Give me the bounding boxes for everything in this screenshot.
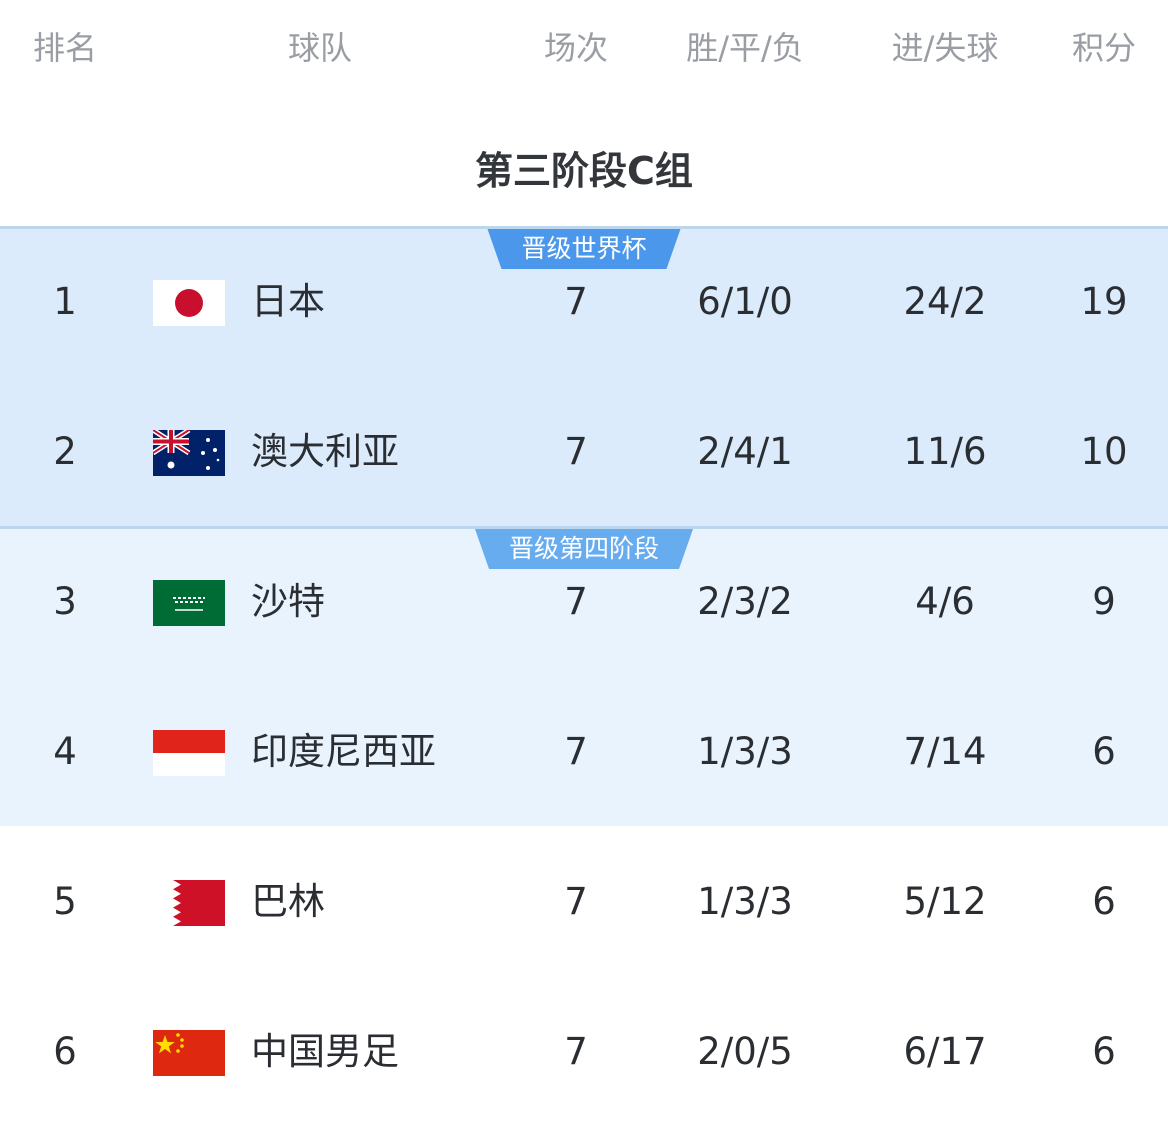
indonesia-flag-icon <box>153 730 225 776</box>
rank-cell: 3 <box>53 580 77 623</box>
team-name: 沙特 <box>251 580 325 623</box>
played-cell: 7 <box>564 430 588 473</box>
points-cell: 6 <box>1092 1030 1116 1073</box>
played-cell: 7 <box>564 580 588 623</box>
goals-cell: 7/14 <box>903 730 987 773</box>
zone-fourth-stage: 晋级第四阶段 <box>0 526 1168 826</box>
table-row[interactable]: 1 日本 7 6/1/0 24/2 19 <box>0 227 1168 377</box>
played-cell: 7 <box>564 1030 588 1073</box>
goals-cell: 11/6 <box>903 430 987 473</box>
header-goals: 进/失球 <box>891 29 999 67</box>
table-row[interactable]: 3 沙特 7 2/3/2 4/6 9 <box>0 527 1168 677</box>
played-cell: 7 <box>564 880 588 923</box>
rank-cell: 2 <box>53 430 77 473</box>
rank-cell: 4 <box>53 730 77 773</box>
wdl-cell: 2/0/5 <box>697 1030 793 1073</box>
header-team: 球队 <box>287 29 352 67</box>
points-cell: 10 <box>1080 430 1128 473</box>
saudi-arabia-flag-icon <box>153 580 225 626</box>
played-cell: 7 <box>564 280 588 323</box>
points-cell: 6 <box>1092 730 1116 773</box>
wdl-cell: 2/3/2 <box>697 580 793 623</box>
header-played: 场次 <box>543 29 608 67</box>
played-cell: 7 <box>564 730 588 773</box>
zone-badge: 晋级第四阶段 <box>475 529 693 569</box>
table-row[interactable]: 6 中国男足 7 2/0/5 6/17 6 <box>0 977 1168 1127</box>
zone-world-cup: 晋级世界杯 <box>0 226 1168 526</box>
group-title: 第三阶段C组 <box>475 149 693 193</box>
wdl-cell: 6/1/0 <box>697 280 793 323</box>
goals-cell: 6/17 <box>903 1030 987 1073</box>
wdl-cell: 2/4/1 <box>697 430 793 473</box>
bahrain-flag-icon <box>153 880 225 926</box>
goals-cell: 4/6 <box>915 580 975 623</box>
wdl-cell: 1/3/3 <box>697 880 793 923</box>
header-points: 积分 <box>1071 29 1136 67</box>
china-flag-icon <box>153 1030 225 1076</box>
points-cell: 9 <box>1092 580 1116 623</box>
team-name: 印度尼西亚 <box>251 730 436 773</box>
rank-cell: 1 <box>53 280 77 323</box>
zone-badge: 晋级世界杯 <box>487 229 680 269</box>
table-row[interactable]: 2 澳大利亚 7 2/4/1 11/6 10 <box>0 377 1168 527</box>
points-cell: 19 <box>1080 280 1128 323</box>
wdl-cell: 1/3/3 <box>697 730 793 773</box>
rank-cell: 5 <box>53 880 77 923</box>
goals-cell: 5/12 <box>903 880 987 923</box>
australia-flag-icon <box>153 430 225 476</box>
team-name: 日本 <box>251 280 325 323</box>
points-cell: 6 <box>1092 880 1116 923</box>
header-wdl: 胜/平/负 <box>686 29 804 67</box>
team-name: 中国男足 <box>251 1030 399 1073</box>
goals-cell: 24/2 <box>903 280 987 323</box>
table-row[interactable]: 5 巴林 7 1/3/3 5/12 6 <box>0 827 1168 977</box>
team-name: 澳大利亚 <box>251 430 399 473</box>
rank-cell: 6 <box>53 1030 77 1073</box>
japan-flag-icon <box>153 280 225 326</box>
table-row[interactable]: 4 印度尼西亚 7 1/3/3 7/14 6 <box>0 677 1168 827</box>
team-name: 巴林 <box>251 880 325 923</box>
header-rank: 排名 <box>32 29 97 67</box>
